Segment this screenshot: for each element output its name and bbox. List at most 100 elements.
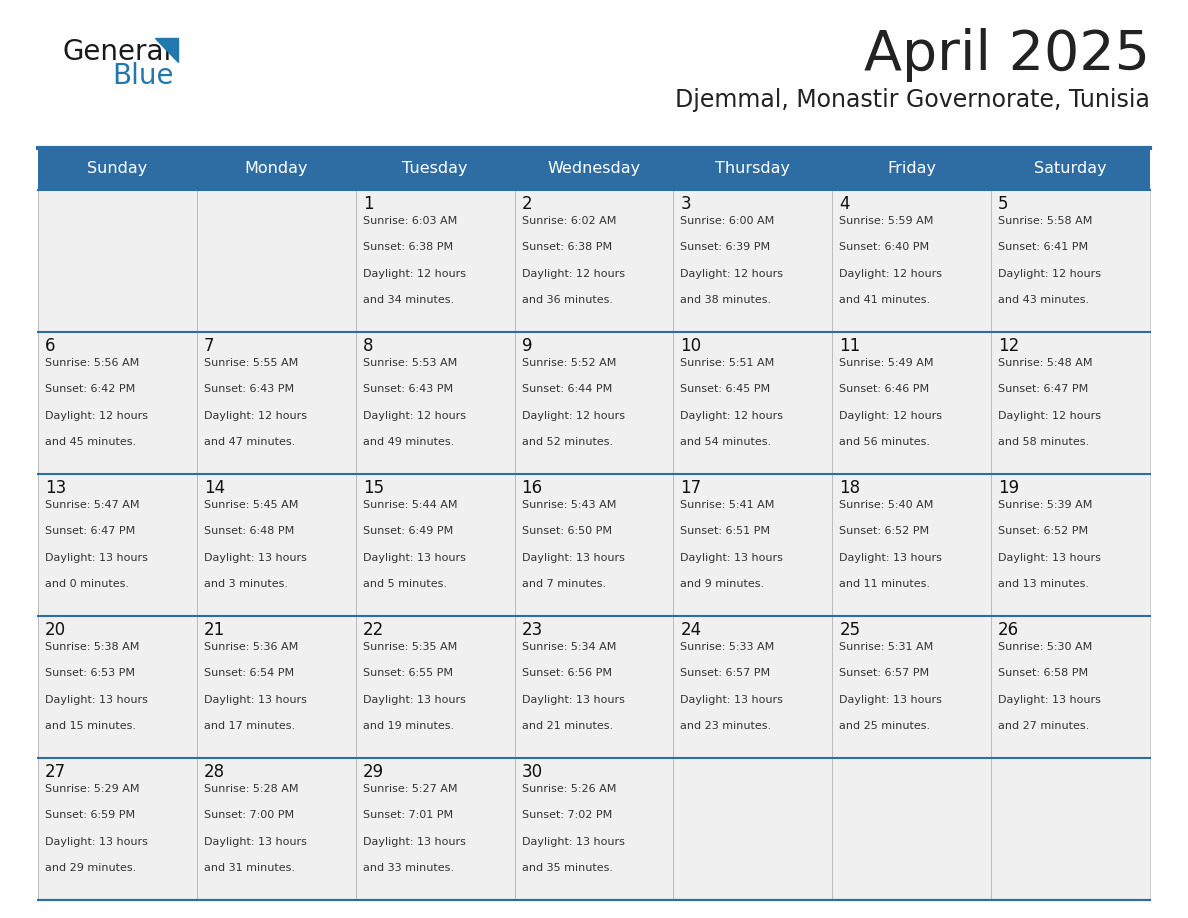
Bar — [833, 616, 991, 758]
Bar — [833, 474, 991, 616]
Text: Daylight: 13 hours: Daylight: 13 hours — [362, 553, 466, 563]
Text: and 58 minutes.: and 58 minutes. — [998, 437, 1089, 447]
Text: and 41 minutes.: and 41 minutes. — [839, 295, 930, 305]
Text: and 45 minutes.: and 45 minutes. — [45, 437, 137, 447]
Text: Daylight: 13 hours: Daylight: 13 hours — [839, 553, 942, 563]
Text: and 34 minutes.: and 34 minutes. — [362, 295, 454, 305]
Bar — [197, 332, 355, 474]
Text: Sunrise: 5:36 AM: Sunrise: 5:36 AM — [204, 642, 298, 652]
Text: 9: 9 — [522, 337, 532, 355]
Text: 15: 15 — [362, 479, 384, 497]
Text: Sunset: 6:54 PM: Sunset: 6:54 PM — [204, 668, 293, 678]
Bar — [674, 474, 833, 616]
Bar — [38, 474, 197, 616]
Text: Sunset: 6:48 PM: Sunset: 6:48 PM — [204, 526, 295, 536]
Text: 29: 29 — [362, 763, 384, 781]
Bar — [355, 190, 514, 332]
Text: Daylight: 12 hours: Daylight: 12 hours — [522, 410, 625, 420]
Text: Daylight: 12 hours: Daylight: 12 hours — [362, 269, 466, 278]
Text: General: General — [62, 38, 171, 66]
Text: Sunrise: 6:02 AM: Sunrise: 6:02 AM — [522, 216, 615, 226]
Text: Sunrise: 5:31 AM: Sunrise: 5:31 AM — [839, 642, 934, 652]
Text: Sunrise: 5:52 AM: Sunrise: 5:52 AM — [522, 358, 615, 368]
Text: Daylight: 12 hours: Daylight: 12 hours — [362, 410, 466, 420]
Text: Daylight: 13 hours: Daylight: 13 hours — [204, 836, 307, 846]
Bar — [355, 758, 514, 900]
Text: Daylight: 13 hours: Daylight: 13 hours — [522, 695, 625, 704]
Bar — [991, 190, 1150, 332]
Text: Daylight: 13 hours: Daylight: 13 hours — [45, 836, 147, 846]
Text: and 47 minutes.: and 47 minutes. — [204, 437, 295, 447]
Bar — [355, 332, 514, 474]
Text: Sunset: 6:58 PM: Sunset: 6:58 PM — [998, 668, 1088, 678]
Text: Sunrise: 5:35 AM: Sunrise: 5:35 AM — [362, 642, 457, 652]
Text: Sunset: 6:42 PM: Sunset: 6:42 PM — [45, 385, 135, 394]
Text: and 38 minutes.: and 38 minutes. — [681, 295, 771, 305]
Text: and 54 minutes.: and 54 minutes. — [681, 437, 771, 447]
Text: 16: 16 — [522, 479, 543, 497]
Bar — [38, 758, 197, 900]
Bar — [991, 332, 1150, 474]
Text: and 11 minutes.: and 11 minutes. — [839, 579, 930, 588]
Text: Daylight: 13 hours: Daylight: 13 hours — [45, 695, 147, 704]
Text: 6: 6 — [45, 337, 56, 355]
Text: Sunrise: 5:43 AM: Sunrise: 5:43 AM — [522, 500, 615, 510]
Bar — [197, 758, 355, 900]
Text: Daylight: 13 hours: Daylight: 13 hours — [681, 553, 783, 563]
Bar — [197, 474, 355, 616]
Text: and 35 minutes.: and 35 minutes. — [522, 863, 613, 873]
Text: Daylight: 12 hours: Daylight: 12 hours — [681, 410, 783, 420]
Text: 26: 26 — [998, 621, 1019, 639]
Text: Daylight: 13 hours: Daylight: 13 hours — [522, 553, 625, 563]
Text: Sunset: 7:01 PM: Sunset: 7:01 PM — [362, 811, 453, 821]
Text: Sunrise: 5:47 AM: Sunrise: 5:47 AM — [45, 500, 139, 510]
Bar — [514, 332, 674, 474]
Text: Sunset: 6:53 PM: Sunset: 6:53 PM — [45, 668, 135, 678]
Text: 1: 1 — [362, 195, 373, 213]
Text: Sunrise: 5:29 AM: Sunrise: 5:29 AM — [45, 784, 139, 794]
Bar — [514, 616, 674, 758]
Text: Sunset: 6:50 PM: Sunset: 6:50 PM — [522, 526, 612, 536]
Text: Sunrise: 5:44 AM: Sunrise: 5:44 AM — [362, 500, 457, 510]
Text: and 56 minutes.: and 56 minutes. — [839, 437, 930, 447]
Bar — [38, 332, 197, 474]
Text: Sunset: 6:55 PM: Sunset: 6:55 PM — [362, 668, 453, 678]
Text: Sunrise: 5:49 AM: Sunrise: 5:49 AM — [839, 358, 934, 368]
Text: Djemmal, Monastir Governorate, Tunisia: Djemmal, Monastir Governorate, Tunisia — [675, 88, 1150, 112]
Text: Wednesday: Wednesday — [548, 162, 640, 176]
Text: Sunset: 6:59 PM: Sunset: 6:59 PM — [45, 811, 135, 821]
Text: and 5 minutes.: and 5 minutes. — [362, 579, 447, 588]
Text: Sunrise: 5:33 AM: Sunrise: 5:33 AM — [681, 642, 775, 652]
Text: 17: 17 — [681, 479, 702, 497]
Text: Sunset: 6:43 PM: Sunset: 6:43 PM — [204, 385, 293, 394]
Text: Sunset: 6:57 PM: Sunset: 6:57 PM — [839, 668, 929, 678]
Text: Sunset: 6:46 PM: Sunset: 6:46 PM — [839, 385, 929, 394]
Text: and 0 minutes.: and 0 minutes. — [45, 579, 129, 588]
Text: 8: 8 — [362, 337, 373, 355]
Text: Sunset: 6:43 PM: Sunset: 6:43 PM — [362, 385, 453, 394]
Text: Daylight: 12 hours: Daylight: 12 hours — [998, 410, 1101, 420]
Text: and 33 minutes.: and 33 minutes. — [362, 863, 454, 873]
Text: Blue: Blue — [112, 62, 173, 90]
Text: 27: 27 — [45, 763, 67, 781]
Text: Daylight: 12 hours: Daylight: 12 hours — [839, 410, 942, 420]
Text: 30: 30 — [522, 763, 543, 781]
Text: Daylight: 12 hours: Daylight: 12 hours — [998, 269, 1101, 278]
Text: Sunset: 6:45 PM: Sunset: 6:45 PM — [681, 385, 771, 394]
Text: and 15 minutes.: and 15 minutes. — [45, 721, 135, 731]
Text: 5: 5 — [998, 195, 1009, 213]
Text: 18: 18 — [839, 479, 860, 497]
Text: and 19 minutes.: and 19 minutes. — [362, 721, 454, 731]
Bar — [674, 616, 833, 758]
Text: Sunset: 6:57 PM: Sunset: 6:57 PM — [681, 668, 771, 678]
Text: Daylight: 13 hours: Daylight: 13 hours — [681, 695, 783, 704]
Text: Sunrise: 5:26 AM: Sunrise: 5:26 AM — [522, 784, 615, 794]
Text: Sunrise: 5:39 AM: Sunrise: 5:39 AM — [998, 500, 1093, 510]
Text: Sunrise: 5:34 AM: Sunrise: 5:34 AM — [522, 642, 615, 652]
Text: Sunday: Sunday — [87, 162, 147, 176]
Bar — [674, 758, 833, 900]
Text: Daylight: 12 hours: Daylight: 12 hours — [204, 410, 307, 420]
Text: Daylight: 13 hours: Daylight: 13 hours — [204, 695, 307, 704]
Text: Sunset: 6:52 PM: Sunset: 6:52 PM — [998, 526, 1088, 536]
Text: Sunrise: 5:28 AM: Sunrise: 5:28 AM — [204, 784, 298, 794]
